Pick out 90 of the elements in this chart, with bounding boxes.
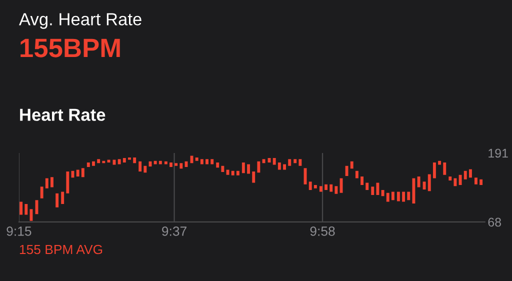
- bar: [376, 182, 380, 196]
- bar: [396, 192, 400, 202]
- bar: [304, 168, 307, 184]
- bar: [464, 170, 467, 180]
- bar: [61, 192, 64, 204]
- bar: [371, 186, 374, 196]
- bar: [381, 190, 384, 196]
- bar: [200, 159, 204, 164]
- bar: [366, 182, 369, 190]
- bar: [474, 178, 478, 184]
- chart-title: Avg. Heart Rate: [18, 13, 142, 29]
- bar: [391, 192, 394, 200]
- bar: [236, 170, 240, 176]
- bar: [112, 160, 116, 165]
- bar: [386, 192, 390, 202]
- bar: [272, 158, 276, 165]
- bar: [360, 176, 364, 185]
- bar: [50, 177, 54, 188]
- bar: [324, 184, 328, 190]
- bar: [288, 159, 292, 166]
- bar: [221, 166, 224, 172]
- text: 155 BPM AVG: [20, 244, 102, 254]
- x-tick-label: 9:37: [162, 226, 186, 236]
- bar: [480, 179, 483, 185]
- bar: [448, 176, 452, 180]
- bar: [206, 159, 208, 164]
- bar: [417, 176, 420, 188]
- bar: [231, 170, 234, 176]
- bar: [76, 170, 80, 177]
- bar: [412, 178, 416, 204]
- bar: [298, 159, 302, 166]
- bar: [210, 159, 214, 164]
- bar: [268, 158, 271, 163]
- text: Heart Rate: [20, 108, 106, 121]
- y-tick-label: 68: [488, 218, 501, 227]
- bar: [428, 174, 431, 192]
- bar: [170, 162, 172, 168]
- bar: [458, 174, 462, 185]
- bar: [454, 178, 457, 186]
- bar: [355, 170, 358, 178]
- bar: [20, 202, 23, 215]
- bar: [45, 178, 48, 188]
- bar: [66, 171, 70, 194]
- bar: [86, 162, 90, 168]
- bar: [294, 159, 297, 164]
- bar: [107, 160, 110, 163]
- bar: [133, 157, 136, 164]
- bar: [81, 168, 84, 178]
- chart-subtitle: 155BPM: [20, 38, 120, 58]
- bar: [158, 160, 162, 164]
- bar: [443, 162, 446, 175]
- bar: [92, 161, 95, 166]
- bar: [118, 159, 121, 164]
- bar: [247, 164, 250, 174]
- bar: [319, 186, 322, 192]
- bar: [180, 163, 183, 169]
- bar: [144, 166, 147, 173]
- bar: [350, 161, 354, 169]
- bar: [314, 184, 317, 188]
- bar: [257, 161, 260, 173]
- bar: [334, 186, 338, 194]
- bar: [345, 166, 348, 176]
- bar: [216, 162, 220, 168]
- bar: [30, 209, 33, 221]
- bar: [154, 160, 157, 164]
- bar: [242, 162, 245, 174]
- bar: [407, 192, 410, 200]
- bar: [164, 161, 168, 164]
- bar: [402, 192, 406, 202]
- bar: [278, 162, 281, 170]
- bar: [40, 186, 44, 198]
- bar: [340, 178, 343, 193]
- x-tick-label: 9:15: [6, 226, 32, 236]
- bar: [308, 182, 312, 190]
- bar: [432, 162, 436, 178]
- bar: [138, 161, 142, 172]
- bar: [283, 164, 286, 170]
- bar: [468, 169, 472, 178]
- bar: [24, 204, 28, 215]
- bar: [438, 160, 442, 165]
- bar: [195, 157, 198, 161]
- bar: [422, 182, 426, 190]
- x-tick-label: 9:58: [310, 226, 335, 236]
- bar: [330, 184, 333, 192]
- y-tick-label: 191: [488, 148, 508, 158]
- bar: [56, 193, 59, 208]
- bar: [252, 171, 256, 183]
- bar: [174, 163, 178, 166]
- bar: [97, 159, 100, 164]
- bar: [122, 158, 126, 163]
